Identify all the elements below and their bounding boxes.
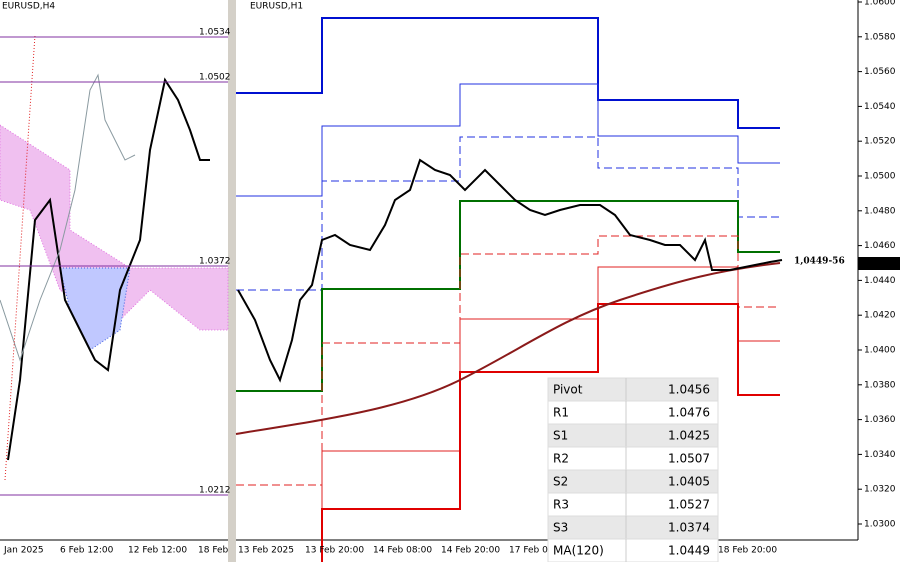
left-chart [0, 34, 229, 481]
row-value: 1.0374 [668, 521, 710, 535]
price-label: 1.0400 [864, 346, 896, 356]
price-label: 1.0440 [864, 276, 896, 286]
row-value: 1.0405 [668, 475, 710, 489]
row-value: 1.0527 [668, 498, 710, 512]
row-label: R3 [553, 498, 569, 512]
row-value: 1.0456 [668, 383, 710, 397]
price-label: 1.0320 [864, 485, 896, 495]
time-label: 14 Feb 20:00 [441, 546, 500, 556]
row-label: MA(120) [553, 544, 604, 558]
row-label: S1 [553, 429, 568, 443]
row-label: S2 [553, 475, 568, 489]
table-row [547, 538, 719, 562]
price-label: 1.0480 [864, 206, 896, 216]
current-price: 1.0450 [864, 259, 896, 269]
row-label: Pivot [553, 383, 583, 397]
panel-title: EURUSD,H4 [2, 2, 55, 12]
time-label: 12 Feb 12:00 [128, 546, 187, 556]
row-value: 1.0449 [668, 544, 710, 558]
row-value: 1.0476 [668, 406, 710, 420]
time-label: 17 Feb 08 [509, 546, 554, 556]
price-label: 1.0540 [864, 102, 896, 112]
row-value: 1.0425 [668, 429, 710, 443]
price-marker [858, 257, 900, 270]
time-label: 13 Feb 2025 [238, 546, 294, 556]
price-label: 1.0580 [864, 32, 896, 42]
price-label: 1.0420 [864, 311, 896, 321]
panel-title: EURUSD,H1 [250, 2, 303, 12]
time-label: 18 Feb [198, 546, 229, 556]
time-label: 13 Feb 20:00 [305, 546, 364, 556]
time-label: 6 Feb 12:00 [60, 546, 114, 556]
row-value: 1.0507 [668, 452, 710, 466]
pivot-levels [235, 17, 783, 562]
level-label: 1.0212 [199, 486, 231, 496]
price-label: 1.0360 [864, 415, 896, 425]
price-label: 1.0560 [864, 67, 896, 77]
price-label: 1.0460 [864, 241, 896, 251]
price-label: 1.0380 [864, 380, 896, 390]
price-label: 1.0520 [864, 137, 896, 147]
row-label: R2 [553, 452, 569, 466]
separator [228, 0, 236, 562]
level-label: 1.0372 [199, 257, 231, 267]
time-label: Jan 2025 [3, 546, 44, 556]
time-label: 18 Feb 20:00 [718, 546, 777, 556]
annotation: 1,0449-56 [794, 257, 845, 267]
row-label: R1 [553, 406, 569, 420]
price-label: 1.0600 [864, 0, 896, 8]
time-label: 14 Feb 08:00 [373, 546, 432, 556]
price-label: 1.0340 [864, 450, 896, 460]
price-label: 1.0300 [864, 520, 896, 530]
level-label: 1.0502 [199, 73, 231, 83]
level-label: 1.0534 [199, 28, 231, 38]
row-label: S3 [553, 521, 568, 535]
price-label: 1.0500 [864, 172, 896, 182]
